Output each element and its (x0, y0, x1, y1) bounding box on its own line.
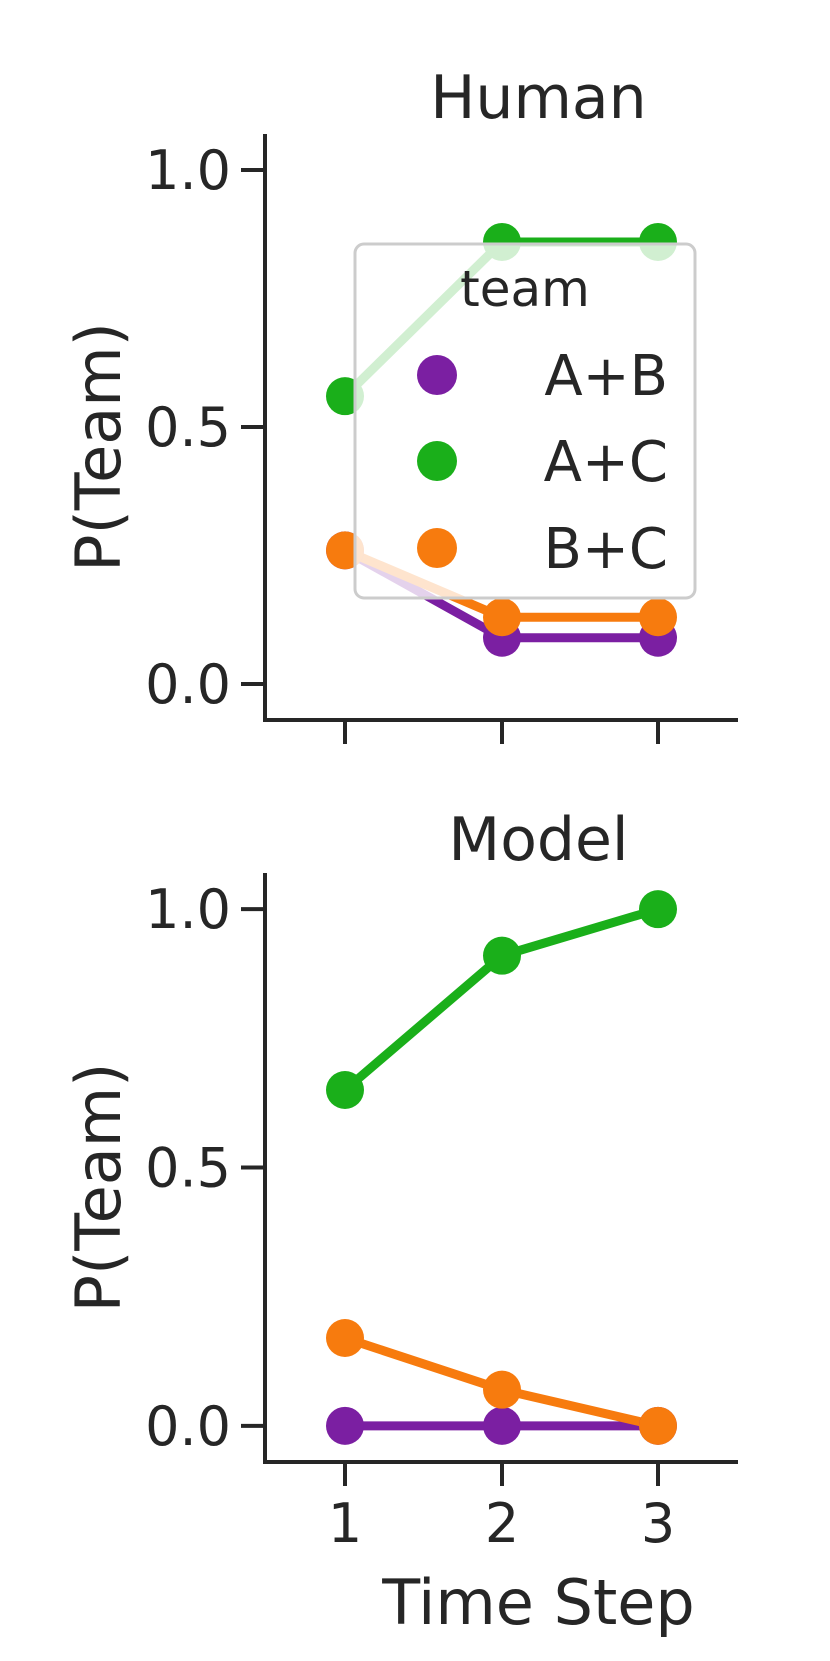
legend-box (353, 242, 697, 600)
x-tick-label: 1 (328, 1492, 362, 1555)
y-tick-label: 0.5 (145, 396, 231, 459)
panel-0: Human 0.0 0.5 1.0 P(Team) team A+B A+C B+C (62, 63, 738, 744)
y-tick-label: 0.0 (145, 653, 231, 716)
chart-title: Human (430, 63, 646, 133)
legend-label-B+C: B+C (544, 517, 668, 582)
y-tick-label: 1.0 (145, 139, 231, 202)
legend-marker-A+B (417, 355, 457, 395)
legend-marker-A+C (417, 441, 457, 481)
data-point-B+C (639, 1406, 677, 1445)
x-tick-label: 2 (485, 1492, 519, 1555)
x-tick-label: 3 (641, 1492, 675, 1555)
data-point-A+C (639, 890, 677, 929)
data-point-A+B (483, 1406, 521, 1445)
data-point-B+C (639, 598, 677, 637)
data-point-A+C (326, 1071, 364, 1109)
x-axis-label: Time Step (381, 1566, 695, 1639)
legend-title: team (460, 260, 590, 318)
y-axis-label: P(Team) (62, 1063, 135, 1313)
y-tick-label: 0.5 (145, 1137, 231, 1200)
data-point-A+C (483, 936, 521, 975)
data-point-B+C (483, 598, 521, 637)
legend-label-A+C: A+C (544, 430, 668, 495)
legend: team A+B A+C B+C (353, 242, 697, 600)
y-tick-label: 1.0 (145, 878, 231, 941)
data-point-B+C (483, 1370, 521, 1409)
series-line-A+C (340, 904, 663, 1095)
legend-label-A+B: A+B (544, 344, 668, 409)
y-tick-label: 0.0 (145, 1395, 231, 1458)
data-point-A+B (326, 1406, 364, 1445)
chart-title: Model (448, 805, 628, 875)
y-axis-label: P(Team) (62, 322, 135, 572)
panel-1: Model 0.0 0.5 1.0 1 2 3 P(Team) Time Step (62, 805, 738, 1639)
legend-marker-B+C (417, 528, 457, 568)
data-point-B+C (326, 1319, 364, 1357)
